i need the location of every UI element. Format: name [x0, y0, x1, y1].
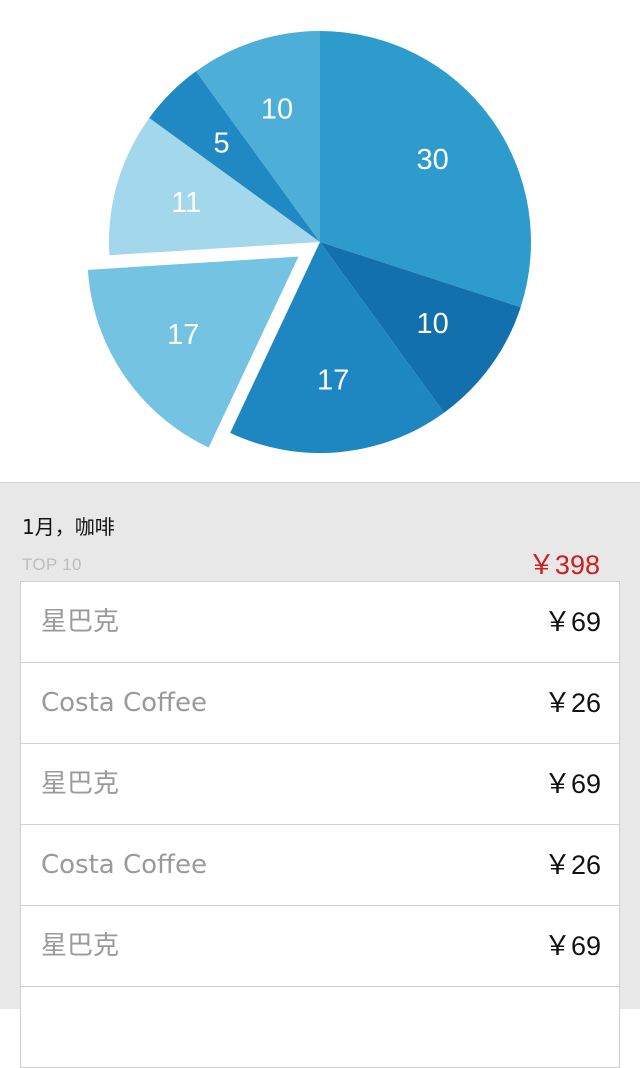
item-price: ￥69	[543, 607, 601, 637]
pie-slice-label: 11	[171, 187, 201, 219]
pie-slice-label: 17	[317, 365, 349, 397]
list-item[interactable]: Costa Coffee ￥26	[21, 825, 619, 906]
list-item[interactable]: Costa Coffee ￥26	[21, 663, 619, 744]
item-name: Costa Coffee	[41, 688, 207, 718]
pie-chart[interactable]: 30 10 17 17 11 5 10	[0, 0, 640, 482]
item-price: ￥69	[543, 769, 601, 799]
pie-slice[interactable]	[320, 31, 531, 308]
pie-slice[interactable]	[109, 117, 320, 256]
summary-panel: 1月，咖啡 TOP 10 ￥398 星巴克 ￥69 Costa Coffee ￥…	[0, 482, 640, 1068]
item-price: ￥26	[543, 688, 601, 718]
item-name: 星巴克	[41, 931, 120, 961]
item-name: 星巴克	[41, 607, 120, 637]
pie-chart-area: 30 10 17 17 11 5 10	[0, 0, 640, 482]
pie-slice[interactable]	[195, 31, 320, 242]
list-item[interactable]: 星巴克 ￥69	[21, 906, 619, 987]
pie-slice[interactable]	[149, 71, 320, 242]
list-item[interactable]: 星巴克 ￥69	[21, 744, 619, 825]
list-item[interactable]	[21, 987, 619, 1068]
pie-slice-label: 5	[213, 128, 229, 160]
item-price: ￥69	[543, 931, 601, 961]
pie-slice[interactable]	[320, 242, 521, 413]
pie-slice-label: 10	[417, 308, 449, 340]
item-price: ￥26	[543, 850, 601, 880]
pie-slice[interactable]	[87, 256, 299, 448]
pie-slice[interactable]	[230, 242, 445, 453]
pie-slice-label: 17	[167, 319, 199, 351]
panel-subtitle: TOP 10	[22, 555, 82, 574]
pie-slice-label: 10	[261, 94, 293, 126]
item-name: 星巴克	[41, 769, 120, 799]
list-item[interactable]: 星巴克 ￥69	[21, 582, 619, 663]
item-name: Costa Coffee	[41, 850, 207, 880]
expense-list: 星巴克 ￥69 Costa Coffee ￥26 星巴克 ￥69 Costa C…	[20, 581, 620, 1068]
total-amount: ￥398	[527, 550, 600, 580]
pie-slice-label: 30	[417, 144, 449, 176]
panel-title: 1月，咖啡	[22, 515, 115, 539]
